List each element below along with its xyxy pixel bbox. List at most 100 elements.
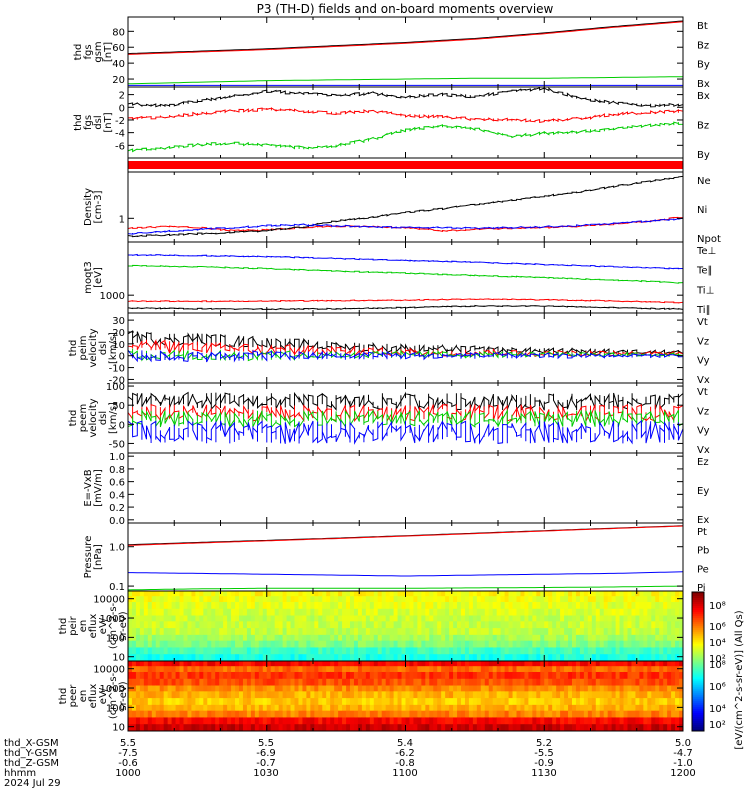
spectrogram-cell [496,591,502,597]
colorbar-tick-label: 10⁸ [709,660,726,671]
spectrogram-cell [591,717,597,725]
ylabel-line: eflux [88,614,99,639]
spectrogram-cell [326,640,331,648]
spectrogram-cell [191,717,196,725]
spectrogram-cell [211,723,216,731]
colorbar-tick-label: 10⁴ [709,704,726,715]
spectrogram-cell [258,620,264,629]
spectrogram-cell [611,661,616,667]
spectrogram-cell [484,717,490,725]
spectrogram-cell [675,710,680,718]
spectrogram-cell [671,627,676,635]
spectrogram-cell [163,665,169,672]
spectrogram-cell [306,595,311,602]
spectrogram-cell [167,608,172,616]
spectrogram-cell [298,647,303,655]
spectrogram-cell [544,647,549,655]
spectrogram-cell [615,647,620,655]
spectrogram-cell [679,620,683,629]
spectrogram-cell [143,634,149,641]
spectrogram-cell [203,591,208,597]
spectrogram-cell [270,653,276,661]
spectrogram-cell [227,591,232,597]
spectrogram-cell [655,710,660,718]
spectrogram-cell [310,690,315,699]
spectrogram-cell [647,671,652,679]
spectrogram-cell [599,661,605,667]
spectrogram-cell [635,671,640,679]
spectrogram-cell [139,710,145,718]
spectrogram-cell [191,678,196,686]
spectrogram-cell [619,620,624,629]
spectrogram-cell [421,615,426,622]
spectrogram-cell [536,591,541,597]
spectrogram-cell [227,710,232,718]
series-pressure-Pi [128,571,683,577]
spectrogram-cell [373,671,379,679]
ytick-label: 0 [119,103,125,114]
spectrogram-cell [516,671,521,679]
spectrogram-cell [361,717,367,725]
spectrogram-cell [405,690,410,699]
spectrogram-cell [548,595,553,602]
figure-title: P3 (TH-D) fields and on-board moments ov… [257,2,554,16]
spectrogram-cell [250,690,256,699]
spectrogram-cell [552,678,557,686]
spectrogram-cell [278,627,283,635]
spectrogram-cell [579,665,585,672]
spectrogram-cell [619,710,624,718]
spectrogram-cell [472,717,478,725]
spectrogram-cell [274,661,280,667]
colorbar-segment [692,605,704,609]
spectrogram-cell [647,634,652,641]
spectrogram-cell [635,717,640,725]
spectrogram-cell [254,685,260,692]
spectrogram-cell [207,615,212,622]
spectrogram-cell [334,647,339,655]
spectrogram-cell [183,697,188,705]
spectrogram-cell [536,620,541,629]
spectrogram-cell [361,615,367,622]
spectrogram-cell [655,690,660,699]
spectrogram-cell [183,640,188,648]
spectrogram-cell [290,627,295,635]
spectrogram-cell [572,661,577,667]
spectrogram-cell [409,608,414,616]
colorbar-segment [692,703,704,706]
legend-density-item: Ni [697,205,707,216]
spectrogram-cell [647,601,652,609]
spectrogram-cell [223,601,228,609]
spectrogram-cell [242,697,248,705]
spectrogram-cell [298,615,303,622]
spectrogram-cell [155,704,161,711]
colorbar-segment [692,631,704,635]
spectrogram-cell [623,653,628,661]
spectrogram-cell [175,591,180,597]
spectrogram-cell [433,595,438,602]
spectrogram-cell [250,615,256,622]
spectrogram-cell [583,717,589,725]
spectrogram-cell [548,717,553,725]
spectrogram-cell [143,647,149,655]
spectrogram-cell [179,671,184,679]
spectrogram-cell [615,608,620,616]
spectrogram-cell [445,627,450,635]
spectrogram-cell [278,685,283,692]
spectrogram-cell [318,647,323,655]
spectrogram-cell [171,634,176,641]
spectrogram-cell [560,710,565,718]
spectrogram-cell [183,627,188,635]
spectrogram-cell [298,704,303,711]
spectrogram-cell [433,634,438,641]
spectrogram-cell [433,653,438,661]
spectrogram-cell [254,595,260,602]
spectrogram-cell [623,608,628,616]
legend-density-item: Npot [697,234,721,245]
spectrogram-cell [464,601,470,609]
spectrogram-cell [235,634,240,641]
spectrogram-cell [413,653,418,661]
spectrogram-cell [647,678,652,686]
spectrogram-cell [651,591,656,597]
spectrogram-cell [579,601,585,609]
spectrogram-cell [461,615,466,622]
